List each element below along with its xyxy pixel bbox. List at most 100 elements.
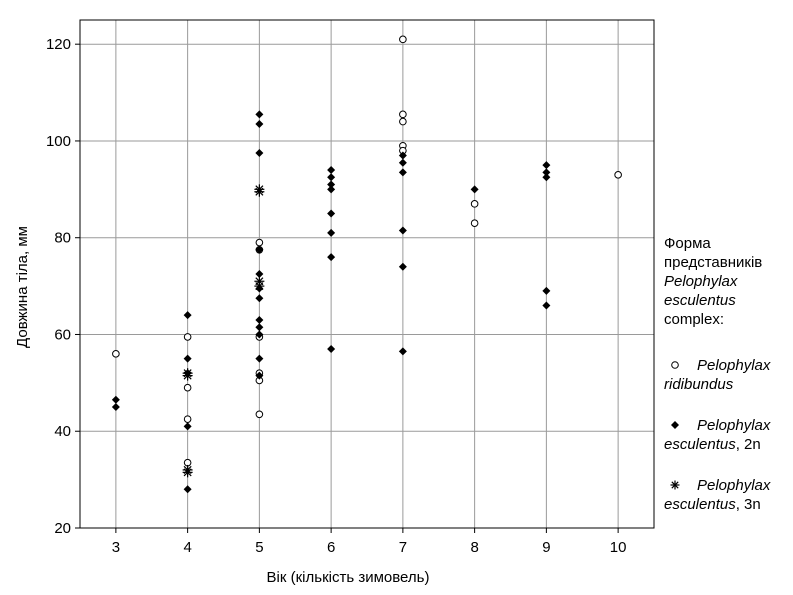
legend-title: Форма представників Pelophylax esculentu… xyxy=(664,234,790,329)
data-point-diamond xyxy=(183,422,192,431)
data-point-diamond xyxy=(398,168,407,177)
plot-frame xyxy=(79,19,655,529)
grid-lines xyxy=(80,20,654,529)
legend-entry-genus: Pelophylax xyxy=(697,477,771,494)
filled-diamond-icon xyxy=(671,421,679,429)
data-point-diamond xyxy=(255,323,264,332)
legend-entry-species-name: esculentus xyxy=(664,496,736,513)
data-point-diamond xyxy=(327,185,336,194)
data-point-circle xyxy=(470,219,479,227)
y-tick-label: 60 xyxy=(54,326,71,343)
y-tick-label: 40 xyxy=(54,423,71,440)
legend-entry-species: esculentus, 2n xyxy=(664,435,790,454)
data-point-diamond xyxy=(398,226,407,235)
data-point-diamond xyxy=(255,315,264,324)
y-axis-label: Довжина тіла, мм xyxy=(14,226,31,348)
series-asterisk xyxy=(182,184,265,478)
data-point-diamond xyxy=(327,209,336,218)
data-point-asterisk xyxy=(254,281,265,292)
data-point-circle xyxy=(399,117,407,126)
legend-title-line: esculentus xyxy=(664,292,736,309)
data-point-diamond xyxy=(255,354,264,363)
y-tick-label: 80 xyxy=(54,230,71,247)
asterisk-icon xyxy=(670,480,680,490)
data-point-diamond xyxy=(255,330,264,339)
data-point-diamond xyxy=(542,168,551,177)
legend-title-line: Форма xyxy=(664,235,711,252)
legend-entry-genus: Pelophylax xyxy=(697,417,771,434)
legend-entry-species: ridibundus xyxy=(664,375,790,394)
data-point-diamond xyxy=(255,120,264,129)
legend-entry-suffix: , 3n xyxy=(735,496,761,513)
data-points xyxy=(111,35,622,494)
data-point-diamond xyxy=(542,173,551,182)
x-axis-label: Вік (кількість зимовель) xyxy=(267,569,430,586)
series-filled-diamond xyxy=(111,110,551,494)
data-point-diamond xyxy=(398,262,407,271)
data-point-circle xyxy=(255,238,264,247)
data-point-diamond xyxy=(470,185,479,194)
data-point-diamond xyxy=(542,161,551,170)
x-tick-label: 8 xyxy=(470,539,478,556)
data-point-circle xyxy=(183,415,192,423)
data-point-diamond xyxy=(327,228,336,237)
legend-entry-suffix: , 2n xyxy=(735,436,761,453)
data-point-diamond xyxy=(183,485,192,494)
x-tick-label: 7 xyxy=(399,539,407,556)
data-point-diamond xyxy=(398,158,407,167)
legend-title-line: complex: xyxy=(664,311,725,328)
data-point-asterisk xyxy=(182,467,193,478)
data-point-diamond xyxy=(327,165,336,174)
data-point-diamond xyxy=(111,395,120,404)
x-tick-label: 6 xyxy=(327,539,335,556)
data-point-circle xyxy=(470,200,479,208)
data-point-diamond xyxy=(255,294,264,303)
data-point-diamond xyxy=(398,151,407,160)
data-point-diamond xyxy=(255,110,264,119)
data-point-diamond xyxy=(183,354,192,363)
legend-entry-species-name: esculentus xyxy=(664,436,736,453)
data-point-diamond xyxy=(327,173,336,182)
data-point-circle xyxy=(112,350,120,358)
data-point-diamond xyxy=(327,180,336,189)
legend-title-line: представників xyxy=(664,254,763,271)
data-point-diamond xyxy=(255,245,264,254)
legend-entry-esculentus-3n: Pelophylax esculentus, 3n xyxy=(664,476,790,514)
y-tick-label: 120 xyxy=(46,36,71,53)
data-point-diamond xyxy=(111,403,120,412)
data-point-circle xyxy=(183,333,192,341)
data-point-circle xyxy=(183,383,192,392)
y-tick-label: 20 xyxy=(54,520,71,537)
data-point-diamond xyxy=(183,311,192,320)
data-point-asterisk xyxy=(254,186,265,197)
x-axis-ticks: 3 4 5 6 7 8 9 10 xyxy=(112,528,627,556)
data-point-diamond xyxy=(327,253,336,262)
x-tick-label: 4 xyxy=(183,539,191,556)
data-point-circle xyxy=(399,35,407,44)
legend-entry-species-name: ridibundus xyxy=(664,376,734,393)
legend-entry-species: esculentus, 3n xyxy=(664,495,790,514)
data-point-diamond xyxy=(542,286,551,295)
data-point-diamond xyxy=(327,344,336,353)
data-point-circle xyxy=(614,171,622,179)
data-point-diamond xyxy=(255,149,264,158)
x-tick-label: 10 xyxy=(610,539,627,556)
legend-entry-genus: Pelophylax xyxy=(697,357,771,374)
series-open-circle xyxy=(112,35,622,467)
open-circle-icon xyxy=(671,361,679,369)
legend-title-line: Pelophylax xyxy=(664,273,738,290)
data-point-asterisk xyxy=(182,370,193,381)
legend-entry-esculentus-2n: Pelophylax esculentus, 2n xyxy=(664,416,790,454)
x-tick-label: 3 xyxy=(112,539,120,556)
y-tick-label: 100 xyxy=(46,133,71,150)
legend: Форма представників Pelophylax esculentu… xyxy=(664,234,790,514)
data-point-diamond xyxy=(255,371,264,380)
x-tick-label: 9 xyxy=(542,539,550,556)
y-axis-ticks: 20 40 60 80 100 120 xyxy=(46,36,80,537)
data-point-diamond xyxy=(398,347,407,356)
data-point-diamond xyxy=(255,270,264,278)
data-point-circle xyxy=(399,110,407,119)
x-tick-label: 5 xyxy=(255,539,263,556)
data-point-diamond xyxy=(542,301,551,310)
